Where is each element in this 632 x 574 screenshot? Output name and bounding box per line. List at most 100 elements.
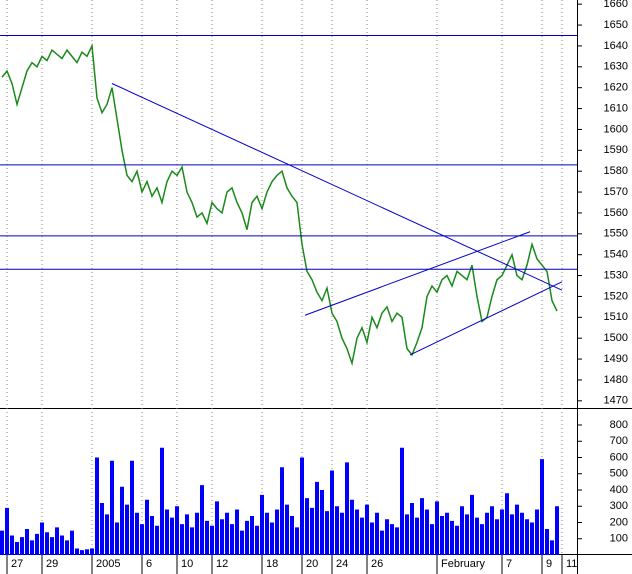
y-tick-label: 1570 (604, 186, 628, 198)
volume-bar (65, 540, 69, 555)
volume-bar (420, 498, 424, 555)
volume-bar (80, 550, 84, 555)
y-tick-label: 1600 (604, 123, 628, 135)
y-tick-label: 1580 (604, 165, 628, 177)
volume-bar (370, 522, 374, 555)
y-tick-label: 1500 (604, 332, 628, 344)
volume-bar (120, 486, 124, 555)
trend-line (304, 231, 531, 316)
volume-bar (455, 525, 459, 555)
x-tick-label: February (441, 558, 486, 570)
volume-bar (225, 512, 229, 555)
volume-bar (380, 530, 384, 555)
volume-bar (550, 540, 554, 555)
x-tick-label: 18 (266, 558, 278, 570)
volume-bar (470, 494, 474, 555)
volume-bar (5, 507, 9, 555)
y-tick-label: 400 (610, 484, 628, 496)
y-tick-label: 1540 (604, 249, 628, 261)
x-tick-label: 20 (306, 558, 318, 570)
volume-bar (215, 501, 219, 555)
volume-bar (395, 527, 399, 555)
volume-bar (85, 549, 89, 555)
volume-bar (110, 460, 114, 555)
y-tick-label: 600 (610, 451, 628, 463)
volume-bar (320, 490, 324, 555)
y-tick-label: 1560 (604, 207, 628, 219)
volume-bar (270, 522, 274, 555)
volume-bar (545, 529, 549, 555)
volume-bar (375, 512, 379, 555)
volume-bar (505, 493, 509, 555)
x-tick-label: 24 (336, 558, 348, 570)
y-tick-label: 1630 (604, 61, 628, 73)
y-tick-label: 1490 (604, 353, 628, 365)
volume-bar (360, 517, 364, 555)
price-line (1, 43, 558, 367)
volume-bar (105, 514, 109, 555)
volume-bar (280, 467, 284, 555)
volume-bar (0, 530, 4, 555)
volume-bar (205, 520, 209, 555)
volume-bar (485, 512, 489, 555)
volume-bar (190, 527, 194, 555)
volume-bar (100, 503, 104, 555)
volume-bar (160, 447, 164, 555)
volume-bar (170, 517, 174, 555)
y-tick-label: 700 (610, 435, 628, 447)
volume-bar (250, 516, 254, 555)
volume-bar (290, 516, 294, 555)
volume-bar (15, 542, 19, 555)
volume-bar (50, 537, 54, 555)
volume-bar (140, 524, 144, 555)
volume-bar (425, 509, 429, 555)
y-tick-label: 1640 (604, 40, 628, 52)
y-tick-label: 200 (610, 516, 628, 528)
volume-bar (220, 519, 224, 555)
volume-bar (130, 460, 134, 555)
volume-bar (465, 514, 469, 555)
volume-bar (40, 522, 44, 555)
volume-bar (530, 522, 534, 555)
volume-bar (495, 519, 499, 555)
volume-bar (540, 459, 544, 555)
volume-bar (245, 520, 249, 555)
volume-bar (355, 509, 359, 555)
volume-bar (275, 509, 279, 555)
volume-bar (25, 529, 29, 555)
x-tick-label: 10 (181, 558, 193, 570)
x-tick-label: 29 (46, 558, 58, 570)
x-tick-label: 26 (371, 558, 383, 570)
volume-bar (365, 504, 369, 555)
volume-bar (410, 503, 414, 555)
volume-bar (95, 457, 99, 555)
volume-bar (175, 506, 179, 555)
volume-bar (430, 524, 434, 555)
volume-bar (180, 524, 184, 555)
volume-bar (195, 512, 199, 555)
volume-bar (525, 519, 529, 555)
y-tick-label: 1550 (604, 228, 628, 240)
y-tick-label: 1480 (604, 374, 628, 386)
volume-bar (330, 470, 334, 555)
volume-bar (475, 517, 479, 555)
y-tick-label: 100 (610, 533, 628, 545)
volume-bar (255, 525, 259, 555)
x-tick-label: 6 (146, 558, 152, 570)
volume-bar (460, 506, 464, 555)
volume-bar (285, 504, 289, 555)
y-tick-label: 1650 (604, 19, 628, 31)
volume-bar (200, 485, 204, 555)
volume-bar (350, 499, 354, 555)
volume-bar (500, 509, 504, 555)
volume-bar (450, 520, 454, 555)
volume-bar (390, 524, 394, 555)
volume-bar (235, 509, 239, 555)
volume-bar (45, 532, 49, 555)
volume-bar (400, 447, 404, 555)
volume-bar (415, 517, 419, 555)
volume-bar (300, 457, 304, 555)
y-tick-label: 1590 (604, 144, 628, 156)
